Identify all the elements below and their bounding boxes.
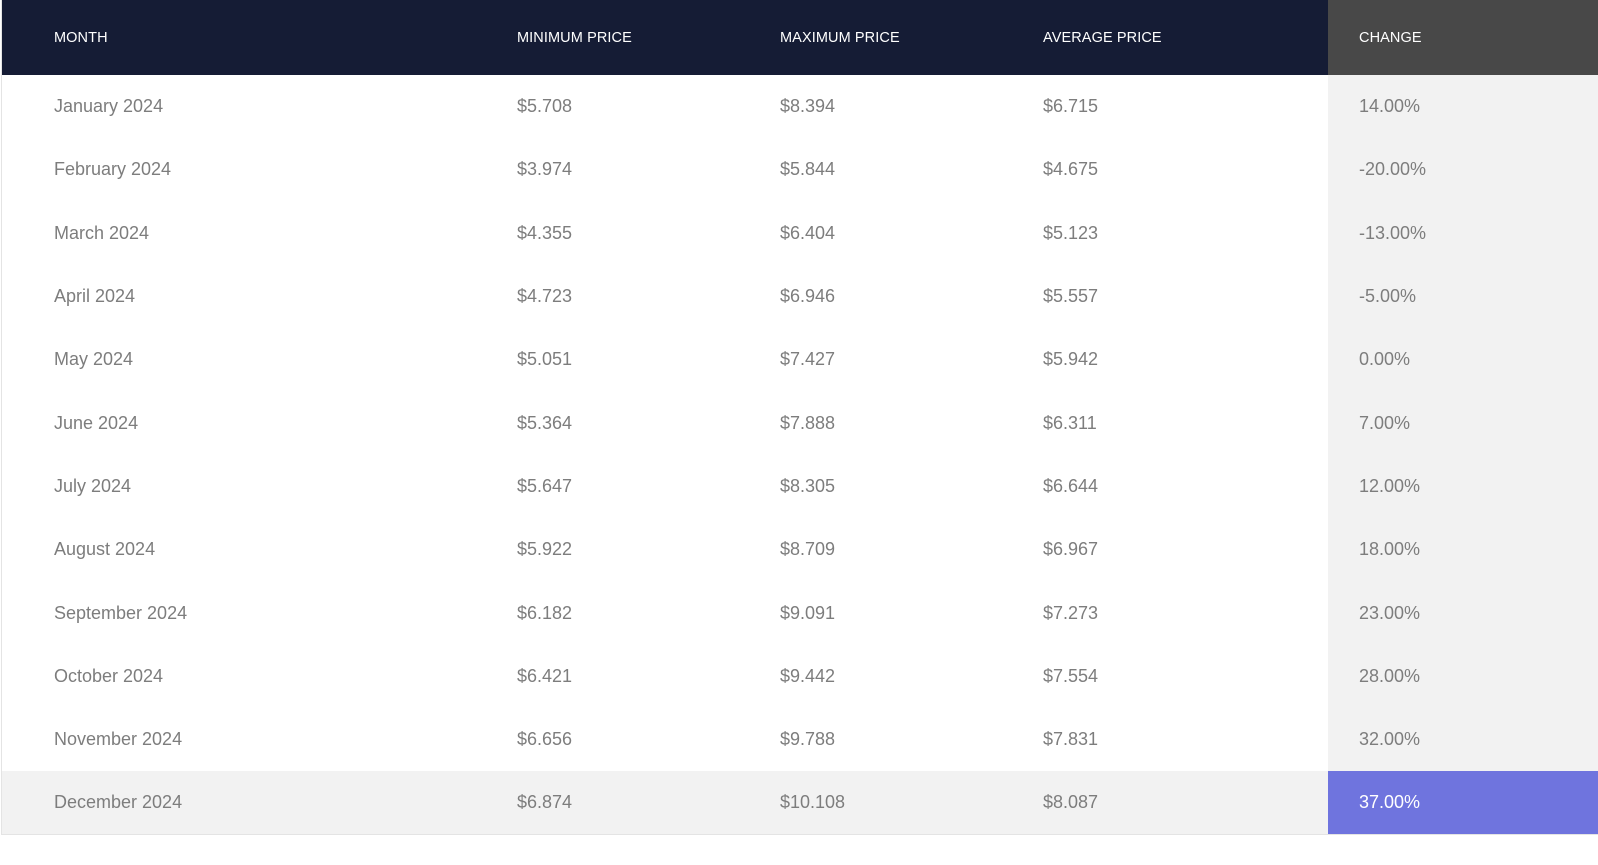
table-row: June 2024 $5.364 $7.888 $6.311 7.00% bbox=[2, 391, 1598, 455]
cell-change: 14.00% bbox=[1328, 75, 1598, 139]
cell-change: 23.00% bbox=[1328, 581, 1598, 645]
cell-minimum-price: $6.874 bbox=[517, 771, 780, 834]
cell-month: October 2024 bbox=[54, 665, 164, 686]
cell-maximum-price: $10.108 bbox=[780, 771, 1043, 834]
cell-maximum-price: $9.091 bbox=[780, 602, 836, 623]
cell-average-price: $6.311 bbox=[1043, 412, 1097, 433]
cell-minimum-price: $5.051 bbox=[517, 349, 573, 370]
cell-minimum-price: $4.723 bbox=[517, 286, 573, 307]
cell-change: 28.00% bbox=[1328, 644, 1598, 708]
table-row: January 2024 $5.708 $8.394 $6.715 14.00% bbox=[2, 75, 1598, 139]
cell-maximum-price: $7.427 bbox=[780, 349, 836, 370]
table-row: August 2024 $5.922 $8.709 $6.967 18.00% bbox=[2, 518, 1598, 582]
cell-average-price: $6.715 bbox=[1043, 96, 1099, 117]
cell-month: July 2024 bbox=[54, 475, 132, 496]
cell-month: May 2024 bbox=[54, 349, 134, 370]
cell-maximum-price: $9.788 bbox=[780, 729, 836, 750]
cell-maximum-price: $5.844 bbox=[780, 159, 836, 180]
cell-average-price: $7.554 bbox=[1043, 665, 1099, 686]
cell-maximum-price: $8.394 bbox=[780, 96, 836, 117]
cell-minimum-price: $4.355 bbox=[517, 222, 573, 243]
cell-minimum-price: $5.922 bbox=[517, 539, 573, 560]
cell-average-price: $7.273 bbox=[1043, 602, 1099, 623]
table-header: MONTH MINIMUM PRICE MAXIMUM PRICE AVERAG… bbox=[2, 0, 1598, 75]
table-row: May 2024 $5.051 $7.427 $5.942 0.00% bbox=[2, 328, 1598, 392]
table-body: January 2024 $5.708 $8.394 $6.715 14.00%… bbox=[2, 75, 1598, 834]
cell-month: January 2024 bbox=[54, 96, 164, 117]
cell-minimum-price: $6.182 bbox=[517, 602, 573, 623]
cell-change: -13.00% bbox=[1328, 201, 1598, 265]
cell-minimum-price: $6.656 bbox=[517, 729, 573, 750]
cell-change: 18.00% bbox=[1328, 518, 1598, 582]
cell-maximum-price: $8.709 bbox=[780, 539, 836, 560]
price-table-container: MONTH MINIMUM PRICE MAXIMUM PRICE AVERAG… bbox=[1, 0, 1598, 835]
header-row: MONTH MINIMUM PRICE MAXIMUM PRICE AVERAG… bbox=[2, 0, 1598, 75]
header-maximum-price[interactable]: MAXIMUM PRICE bbox=[780, 0, 1043, 75]
cell-maximum-price: $8.305 bbox=[780, 475, 836, 496]
cell-month: June 2024 bbox=[54, 412, 139, 433]
table-row: October 2024 $6.421 $9.442 $7.554 28.00% bbox=[2, 644, 1598, 708]
cell-average-price: $5.123 bbox=[1043, 222, 1099, 243]
cell-maximum-price: $9.442 bbox=[780, 665, 836, 686]
price-table: MONTH MINIMUM PRICE MAXIMUM PRICE AVERAG… bbox=[2, 0, 1598, 834]
cell-average-price: $5.942 bbox=[1043, 349, 1099, 370]
cell-change: -5.00% bbox=[1328, 264, 1598, 329]
cell-minimum-price: $6.421 bbox=[517, 665, 573, 686]
header-change[interactable]: CHANGE bbox=[1328, 0, 1598, 75]
cell-change: -20.00% bbox=[1328, 138, 1598, 202]
cell-change: 32.00% bbox=[1328, 707, 1598, 772]
cell-minimum-price: $5.708 bbox=[517, 96, 573, 117]
cell-maximum-price: $7.888 bbox=[780, 412, 836, 433]
cell-change: 12.00% bbox=[1328, 454, 1598, 519]
table-row: February 2024 $3.974 $5.844 $4.675 -20.0… bbox=[2, 138, 1598, 202]
cell-minimum-price: $5.647 bbox=[517, 475, 573, 496]
cell-average-price: $5.557 bbox=[1043, 286, 1099, 307]
table-row: July 2024 $5.647 $8.305 $6.644 12.00% bbox=[2, 454, 1598, 519]
cell-average-price: $6.644 bbox=[1043, 475, 1099, 496]
cell-minimum-price: $5.364 bbox=[517, 412, 573, 433]
table-row: April 2024 $4.723 $6.946 $5.557 -5.00% bbox=[2, 264, 1598, 329]
header-minimum-price[interactable]: MINIMUM PRICE bbox=[517, 0, 780, 75]
cell-maximum-price: $6.946 bbox=[780, 286, 836, 307]
header-month[interactable]: MONTH bbox=[2, 0, 517, 75]
table-row: September 2024 $6.182 $9.091 $7.273 23.0… bbox=[2, 581, 1598, 645]
cell-average-price: $6.967 bbox=[1043, 539, 1099, 560]
table-row: November 2024 $6.656 $9.788 $7.831 32.00… bbox=[2, 707, 1598, 772]
table-row: March 2024 $4.355 $6.404 $5.123 -13.00% bbox=[2, 201, 1598, 265]
table-row-highlighted: December 2024 $6.874 $10.108 $8.087 37.0… bbox=[2, 771, 1598, 834]
cell-minimum-price: $3.974 bbox=[517, 159, 573, 180]
cell-change-highlighted: 37.00% bbox=[1328, 771, 1598, 834]
cell-average-price: $8.087 bbox=[1043, 771, 1328, 834]
cell-change: 7.00% bbox=[1328, 391, 1598, 455]
cell-maximum-price: $6.404 bbox=[780, 222, 836, 243]
header-average-price[interactable]: AVERAGE PRICE bbox=[1043, 0, 1328, 75]
cell-average-price: $7.831 bbox=[1043, 729, 1099, 750]
cell-month: December 2024 bbox=[2, 771, 517, 834]
cell-month: November 2024 bbox=[54, 729, 183, 750]
cell-change: 0.00% bbox=[1328, 328, 1598, 392]
cell-average-price: $4.675 bbox=[1043, 159, 1099, 180]
cell-month: August 2024 bbox=[54, 539, 156, 560]
cell-month: April 2024 bbox=[54, 286, 136, 307]
cell-month: March 2024 bbox=[54, 222, 150, 243]
cell-month: September 2024 bbox=[54, 602, 188, 623]
cell-month: February 2024 bbox=[54, 159, 172, 180]
